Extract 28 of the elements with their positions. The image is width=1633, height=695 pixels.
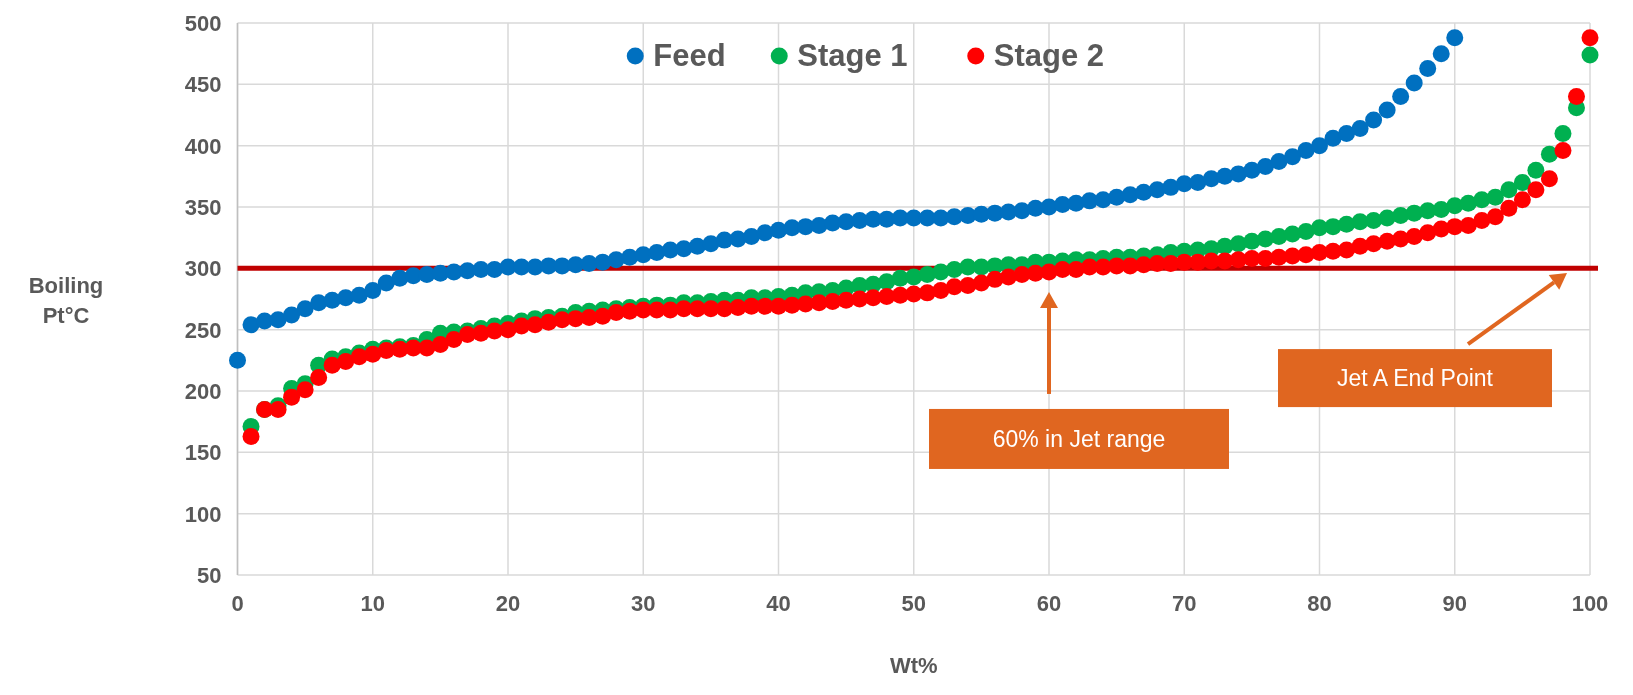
y-tick-label: 100 [184,501,222,527]
x-tick-label: 100 [1571,591,1609,616]
x-tick-label: 90 [1442,591,1467,616]
x-tick-label: 40 [766,591,791,616]
annotation: 60% in Jet range [992,425,1166,452]
x-tick-label: 0 [231,591,244,616]
x-tick-label: 30 [631,591,656,616]
x-tick-label: 20 [495,591,521,616]
y-tick-label: 500 [184,11,222,36]
x-tick-label: 80 [1307,591,1332,616]
annotation: Jet A End Point [1336,365,1494,392]
y-tick-label: 400 [184,133,222,159]
y-tick-label: 350 [184,195,222,220]
legend-label: Stage 1 [797,38,908,73]
y-tick-label: 150 [184,440,222,466]
y-tick-label: 50 [197,563,222,588]
x-tick-label: 50 [901,591,926,616]
y-axis-title: Boiling Pt°C [28,273,104,328]
x-tick-label: 10 [360,591,385,616]
x-tick-label: 70 [1172,591,1197,616]
y-tick-label: 200 [184,379,222,404]
y-tick-label: 450 [184,72,222,98]
x-axis-title: Wt% [889,653,938,678]
x-tick-label: 60 [1036,591,1062,616]
legend-label: Stage 2 [993,38,1105,73]
legend-label: Feed [653,38,726,73]
y-tick-label: 250 [184,317,222,343]
y-tick-label: 300 [184,256,222,282]
